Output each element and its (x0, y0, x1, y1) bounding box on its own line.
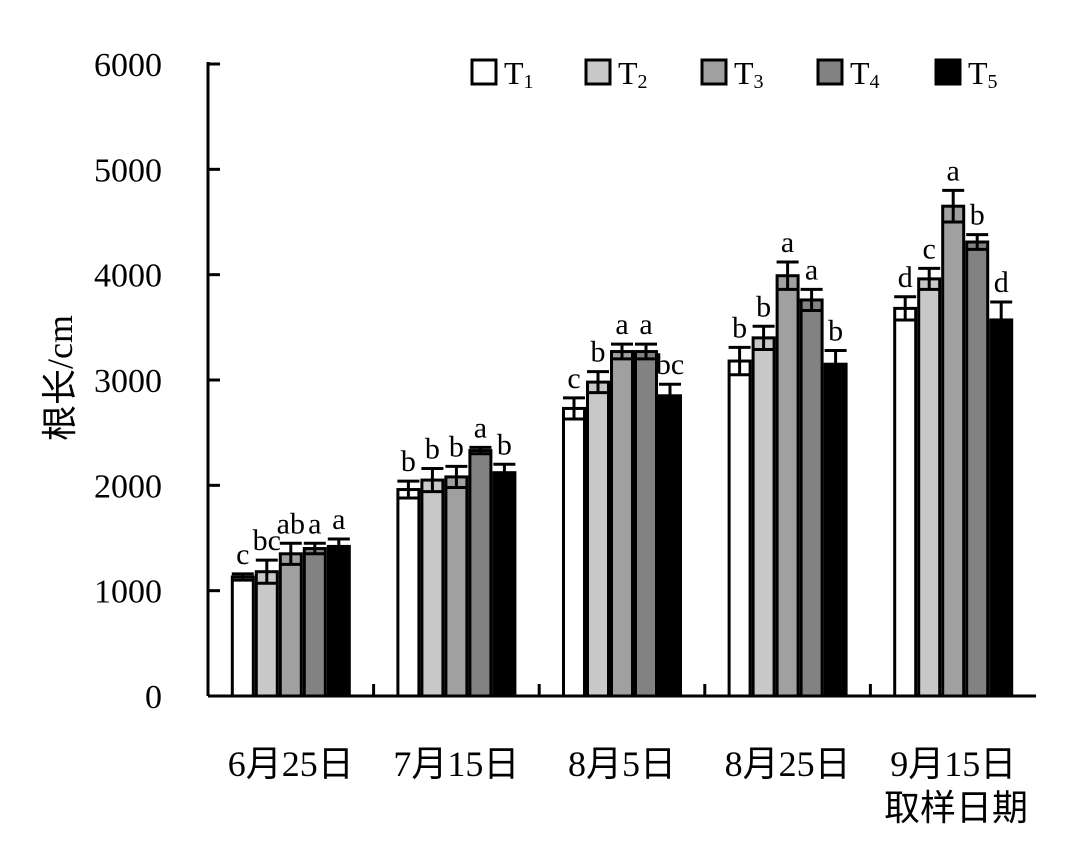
bar (326, 544, 351, 698)
significance-letter: b (449, 430, 464, 463)
legend-swatch (470, 58, 498, 86)
legend: T1 T2 T3 T4 T5 (470, 55, 998, 93)
bar (420, 478, 445, 698)
bar (492, 471, 517, 698)
bar (965, 240, 990, 698)
significance-letter: b (828, 315, 843, 348)
x-axis-title: 取样日期 (884, 788, 1028, 828)
significance-letter: b (732, 311, 747, 344)
significance-letter: a (805, 253, 818, 286)
significance-letter: c (236, 538, 249, 571)
legend-swatch (816, 58, 844, 86)
significance-letter: a (639, 308, 652, 341)
significance-letter: b (970, 199, 985, 232)
legend-swatch (934, 58, 962, 86)
significance-letter: b (497, 428, 512, 461)
bar (727, 359, 752, 698)
legend-swatch (584, 58, 612, 86)
significance-letter: a (781, 226, 794, 259)
legend-label: T2 (618, 55, 648, 93)
category-label: 6月25日 (228, 744, 354, 784)
y-axis-title: 根长/cm (40, 315, 80, 441)
bar (941, 204, 966, 698)
significance-letter: bc (253, 524, 281, 557)
significance-letter: b (756, 290, 771, 323)
bars-layer (230, 188, 1014, 698)
bar (751, 336, 776, 698)
legend-swatch (700, 58, 728, 86)
legend-label: T1 (504, 55, 534, 93)
y-tick-label: 0 (145, 679, 162, 716)
bar (823, 362, 848, 698)
y-tick-label: 6000 (94, 47, 162, 84)
bar (610, 350, 634, 698)
significance-letter: d (898, 261, 913, 294)
significance-letter: c (923, 232, 936, 265)
y-tick-label: 5000 (94, 152, 162, 189)
bar (396, 488, 421, 698)
bar (893, 306, 918, 698)
category-label: 9月15日 (890, 744, 1016, 784)
significance-letter: a (474, 411, 487, 444)
bar (989, 318, 1014, 698)
bar (586, 380, 610, 698)
bar (230, 575, 255, 698)
bar (562, 406, 586, 698)
bar (634, 350, 658, 698)
bar (254, 570, 279, 698)
y-tick-label: 2000 (94, 468, 162, 505)
significance-letter: d (994, 266, 1009, 299)
significance-letter: ab (277, 507, 305, 540)
bar (658, 394, 682, 698)
significance-letter: b (591, 336, 606, 369)
legend-label: T5 (968, 55, 998, 93)
y-ticks: 0 1000 2000 3000 4000 5000 6000 (94, 47, 220, 716)
significance-letter: b (425, 432, 440, 465)
significance-letter: c (567, 362, 580, 395)
bar (775, 274, 800, 698)
bar (302, 547, 327, 698)
legend-label: T3 (734, 55, 764, 93)
y-tick-label: 3000 (94, 363, 162, 400)
y-tick-label: 4000 (94, 258, 162, 295)
x-ticks: 6月25日 7月15日 8月5日 8月25日 9月15日 (228, 684, 1016, 784)
bar (468, 449, 493, 698)
significance-letter: a (615, 308, 628, 341)
significance-letter: a (308, 507, 321, 540)
legend-label: T4 (850, 55, 880, 93)
category-label: 7月15日 (393, 744, 519, 784)
significance-letter: bc (656, 348, 684, 381)
bar (278, 552, 303, 698)
category-label: 8月5日 (568, 744, 676, 784)
y-tick-label: 1000 (94, 574, 162, 611)
category-label: 8月25日 (725, 744, 851, 784)
significance-letter: b (401, 445, 416, 478)
bar (799, 298, 824, 698)
significance-letter: a (947, 154, 960, 187)
bar (444, 475, 469, 698)
bar (917, 277, 942, 698)
significance-letter: a (332, 503, 345, 536)
